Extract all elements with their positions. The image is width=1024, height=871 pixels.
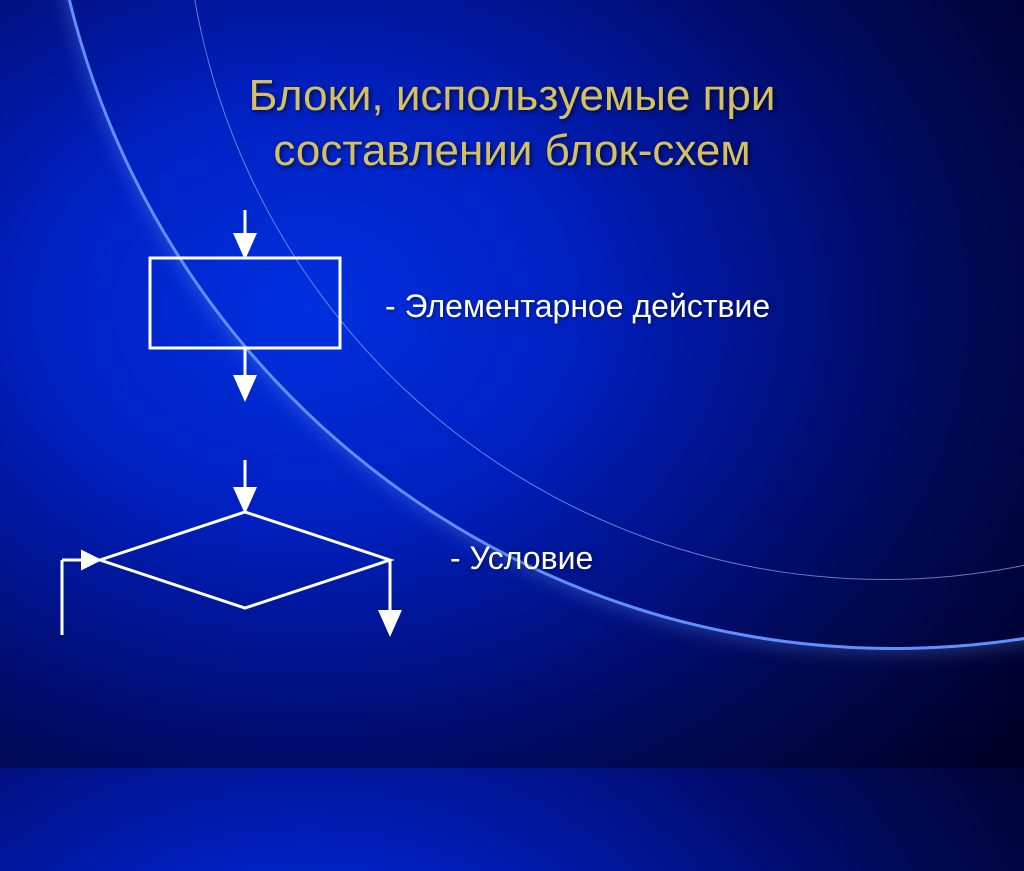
decision-label: - Условие [450,540,593,577]
process-label: - Элементарное действие [385,288,770,325]
process-block [150,210,340,396]
decision-diamond [100,512,390,608]
process-rect [150,258,340,348]
flowchart-diagram [0,0,1024,768]
decision-block [62,460,390,635]
